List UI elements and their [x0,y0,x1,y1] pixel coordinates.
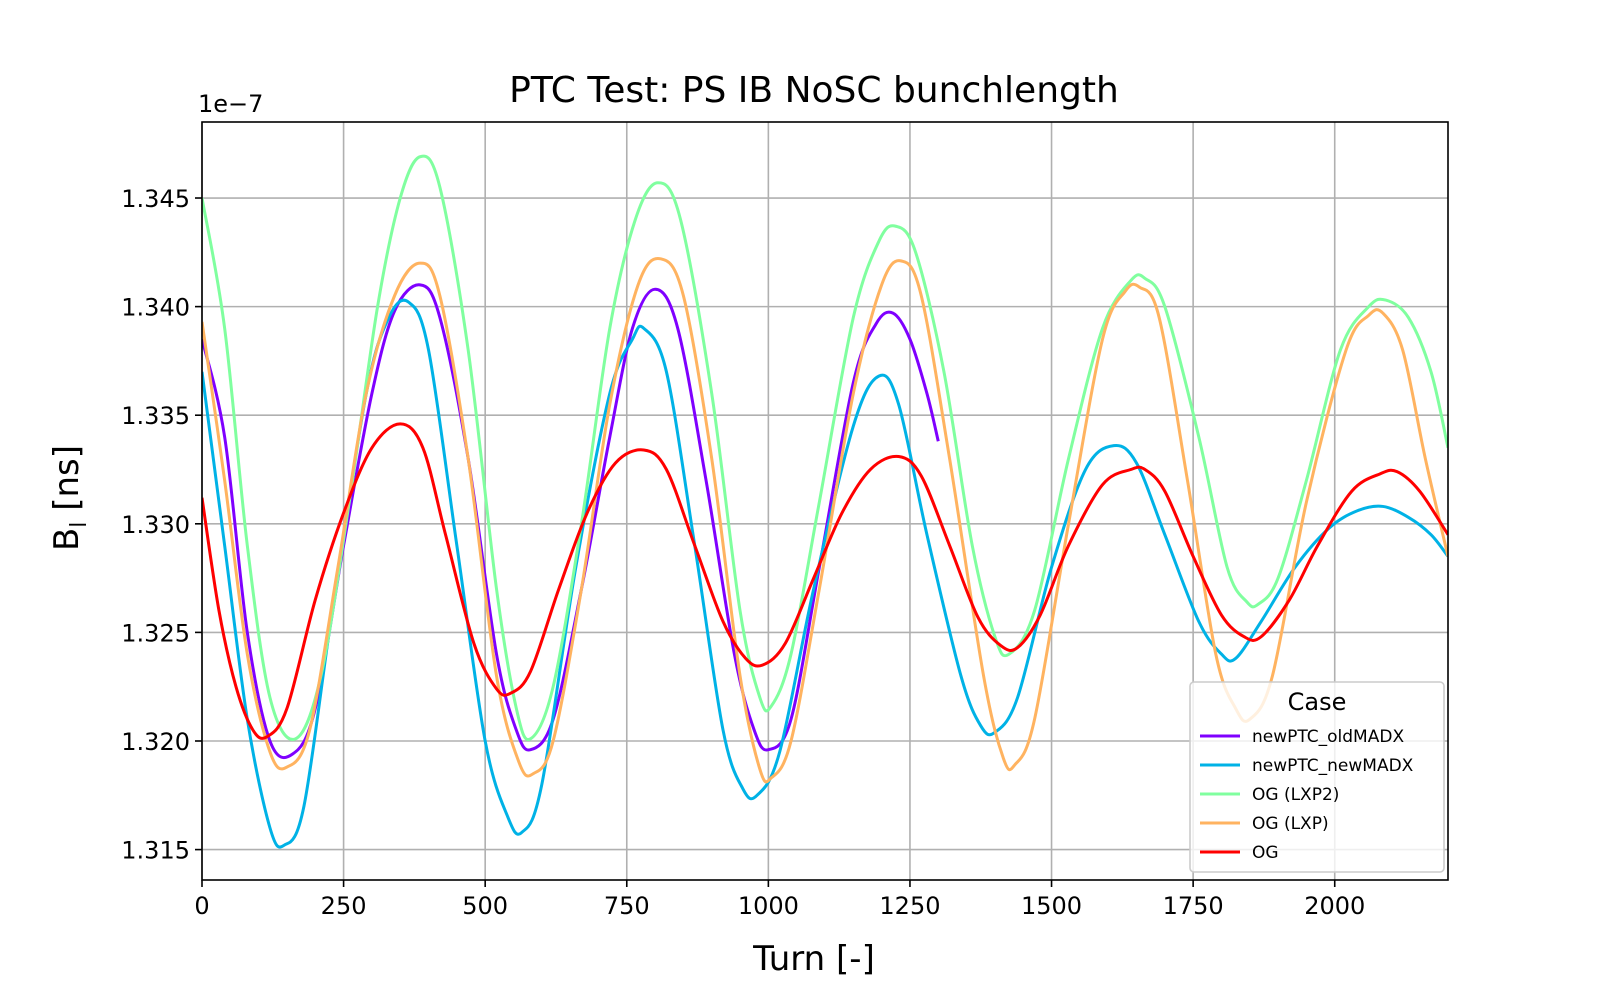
x-axis-label: Turn [-] [752,939,875,979]
x-tick-label: 2000 [1304,892,1365,920]
y-tick-label: 1.345 [121,185,190,213]
legend-label: OG (LXP2) [1252,785,1339,805]
x-tick-label: 0 [194,892,209,920]
y-axis-label-unit: [ns] [47,445,87,522]
y-axis-ticks: 1.315 1.320 1.325 1.330 1.335 1.340 1.345 [121,185,202,865]
legend-label: OG (LXP) [1252,814,1329,834]
legend-box [1189,681,1445,873]
y-axis-label: Bl [ns] [47,445,92,551]
series-line-og [202,422,1448,740]
x-tick-label: 500 [462,892,508,920]
series-layer [202,154,1448,849]
x-tick-label: 1500 [1021,892,1082,920]
legend: Case newPTC_oldMADX newPTC_newMADX OG (LXP… [1189,681,1445,873]
legend-label: OG [1252,843,1279,863]
x-tick-label: 750 [604,892,650,920]
x-tick-label: 250 [321,892,367,920]
y-tick-label: 1.335 [121,402,190,430]
x-tick-label: 1750 [1163,892,1224,920]
legend-label: newPTC_newMADX [1252,756,1414,776]
y-tick-label: 1.330 [121,511,190,539]
series-line-og-lxp2 [202,154,1448,742]
chart-title: PTC Test: PS IB NoSC bunchlength [509,70,1119,111]
x-tick-label: 1250 [879,892,940,920]
y-tick-label: 1.315 [121,837,190,865]
y-tick-label: 1.325 [121,619,190,647]
y-axis-label-subscript: l [67,522,92,528]
y-axis-offset-label: 1e−7 [198,90,263,118]
y-axis-label-main: B [47,528,87,551]
series-lines [202,154,1448,849]
plot-frame [201,121,1449,881]
y-tick-label: 1.340 [121,294,190,322]
legend-title: Case [1288,688,1347,716]
legend-items: newPTC_oldMADX newPTC_newMADX OG (LXP2) OG … [1200,727,1414,863]
x-tick-label: 1000 [738,892,799,920]
y-tick-label: 1.320 [121,728,190,756]
legend-label: newPTC_oldMADX [1252,727,1404,747]
x-axis-ticks: 0 250 500 750 1000 1250 1500 1750 2000 [194,880,1365,920]
